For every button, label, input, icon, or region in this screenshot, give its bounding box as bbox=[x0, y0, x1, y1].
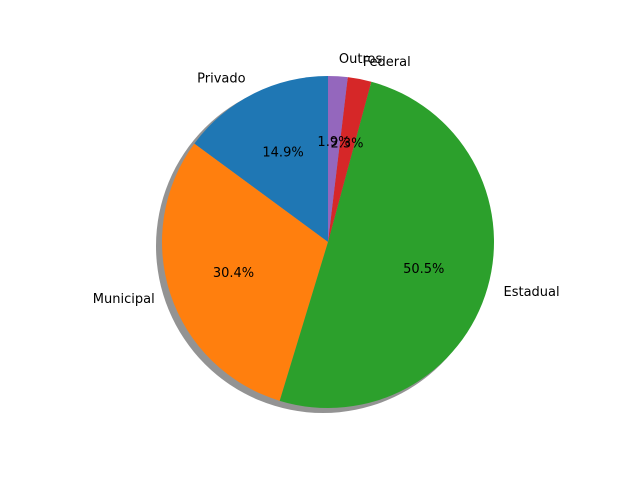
pie-slice-federal bbox=[328, 77, 372, 242]
slice-label-outros: Outros bbox=[339, 52, 383, 67]
slices-layer bbox=[161, 76, 494, 408]
pct-label-privado: 14.9% bbox=[262, 146, 303, 161]
pie-slice-privado bbox=[194, 76, 328, 242]
pct-label-federal: 2.3% bbox=[330, 137, 363, 152]
slice-label-municipal: Municipal bbox=[93, 292, 155, 307]
pie-slice-outros bbox=[328, 76, 348, 242]
pie-slice-estadual bbox=[279, 81, 494, 408]
pct-label-municipal: 30.4% bbox=[213, 266, 254, 281]
slice-label-federal: Federal bbox=[363, 55, 411, 70]
labels-layer: Privado 14.9% Municipal 30.4% Estadual 50.5% F… bbox=[93, 52, 560, 307]
slice-label-privado: Privado bbox=[197, 72, 245, 87]
slice-label-estadual: Estadual bbox=[504, 285, 560, 300]
pct-label-outros: 1.9% bbox=[317, 135, 350, 150]
pct-label-estadual: 50.5% bbox=[403, 262, 444, 277]
pie-slice-municipal bbox=[161, 143, 328, 401]
